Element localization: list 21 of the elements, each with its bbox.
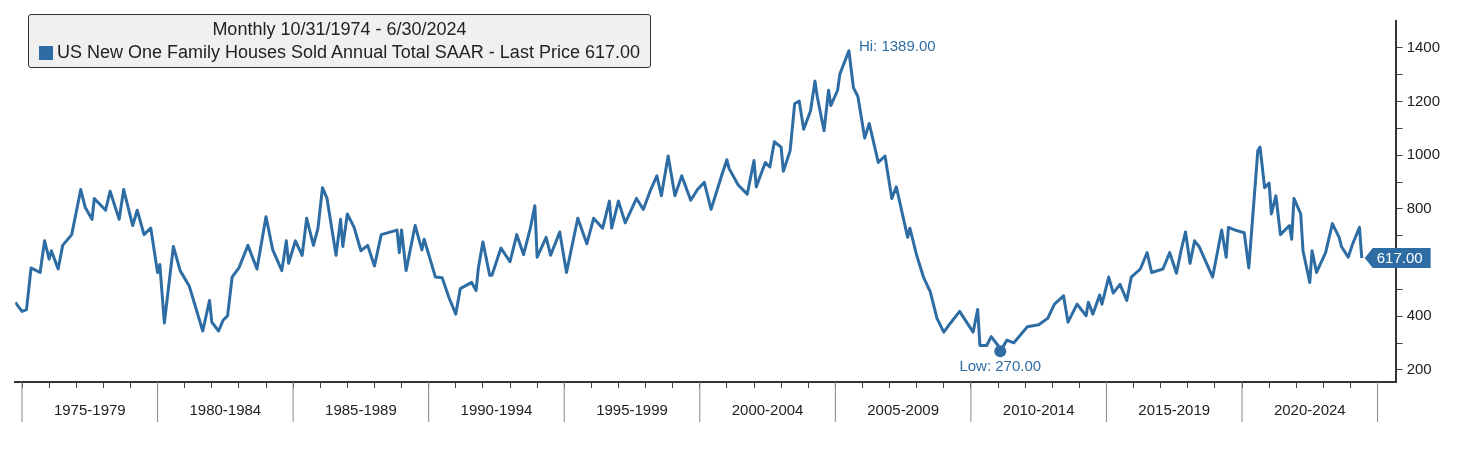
x-tick-label: 1980-1984 — [189, 401, 262, 419]
y-tick-label: 1400 — [1406, 37, 1441, 55]
y-tick-label: 1200 — [1406, 91, 1441, 109]
x-tick-label: 2005-2009 — [867, 401, 939, 419]
annotation: Low: 270.00 — [959, 356, 1042, 374]
x-tick-label: 2015-2019 — [1138, 401, 1211, 419]
y-tick-label: 400 — [1406, 306, 1432, 324]
x-tick-label: 1985-1989 — [325, 401, 397, 419]
x-tick-label: 2020-2024 — [1273, 401, 1346, 419]
x-tick-label: 1990-1994 — [460, 401, 533, 419]
annotation: Hi: 1389.00 — [858, 36, 936, 54]
y-tick-label: 1000 — [1406, 145, 1441, 163]
chart-title: Monthly 10/31/1974 - 6/30/2024 — [211, 18, 468, 41]
x-tick-label: 1995-1999 — [596, 401, 668, 419]
data-label: 617.00 — [1376, 249, 1423, 267]
x-tick-label: 2000-2004 — [731, 401, 804, 419]
y-tick-label: 800 — [1406, 199, 1432, 217]
x-tick-label: 1975-1979 — [53, 401, 126, 419]
y-tick-label: 200 — [1406, 360, 1432, 378]
legend-label: US New One Family Houses Sold Annual Total SAAR - Last Price 617.00 — [57, 41, 640, 64]
x-tick-label: 2010-2014 — [1002, 401, 1075, 419]
